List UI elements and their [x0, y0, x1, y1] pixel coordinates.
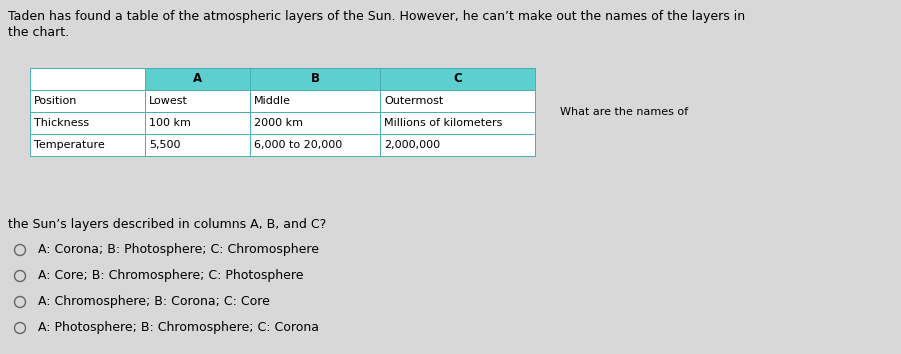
Text: C: C — [453, 73, 462, 86]
Text: Temperature: Temperature — [34, 140, 105, 150]
Text: A: Corona; B: Photosphere; C: Chromosphere: A: Corona; B: Photosphere; C: Chromosphe… — [38, 244, 319, 257]
Text: 2000 km: 2000 km — [254, 118, 303, 128]
Text: 100 km: 100 km — [149, 118, 191, 128]
Bar — [250, 134, 380, 156]
Text: the Sun’s layers described in columns A, B, and C?: the Sun’s layers described in columns A,… — [8, 218, 326, 231]
Text: Position: Position — [34, 96, 77, 106]
Bar — [145, 112, 250, 134]
Text: Millions of kilometers: Millions of kilometers — [384, 118, 503, 128]
Text: Outermost: Outermost — [384, 96, 443, 106]
Text: Taden has found a table of the atmospheric layers of the Sun. However, he can’t : Taden has found a table of the atmospher… — [8, 10, 745, 23]
Text: What are the names of: What are the names of — [560, 107, 688, 117]
Bar — [145, 90, 250, 112]
Text: 6,000 to 20,000: 6,000 to 20,000 — [254, 140, 342, 150]
Bar — [30, 134, 145, 156]
Bar — [30, 90, 145, 112]
Bar — [145, 68, 250, 90]
Bar — [250, 90, 380, 112]
Text: Thickness: Thickness — [34, 118, 89, 128]
Text: A: Photosphere; B: Chromosphere; C: Corona: A: Photosphere; B: Chromosphere; C: Coro… — [38, 321, 319, 335]
Text: 2,000,000: 2,000,000 — [384, 140, 440, 150]
Text: Middle: Middle — [254, 96, 291, 106]
Bar — [380, 112, 535, 134]
Bar — [380, 90, 535, 112]
Text: A: Chromosphere; B: Corona; C: Core: A: Chromosphere; B: Corona; C: Core — [38, 296, 270, 308]
Bar — [250, 68, 380, 90]
Text: A: Core; B: Chromosphere; C: Photosphere: A: Core; B: Chromosphere; C: Photosphere — [38, 269, 304, 282]
Bar — [250, 112, 380, 134]
Bar — [380, 134, 535, 156]
Bar — [145, 134, 250, 156]
Text: A: A — [193, 73, 202, 86]
Text: 5,500: 5,500 — [149, 140, 180, 150]
Text: the chart.: the chart. — [8, 26, 69, 39]
Bar — [30, 68, 145, 90]
Text: Lowest: Lowest — [149, 96, 188, 106]
Bar — [380, 68, 535, 90]
Text: B: B — [311, 73, 320, 86]
Bar — [30, 112, 145, 134]
